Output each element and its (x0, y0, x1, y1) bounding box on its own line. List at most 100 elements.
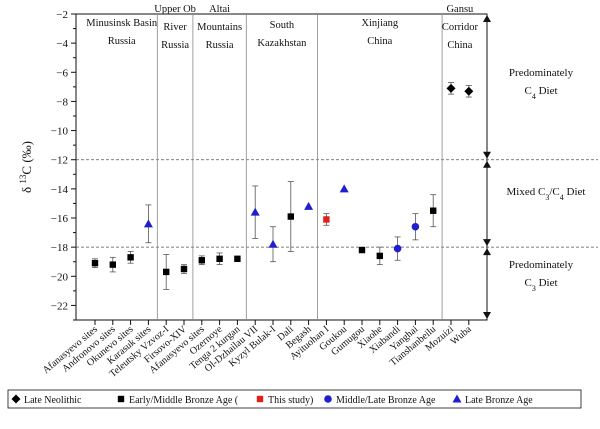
data-point (376, 246, 383, 266)
legend-frame (7, 389, 582, 409)
marker-triangle (339, 184, 349, 193)
zone-arrow-head (483, 239, 491, 247)
y-tick-label: −14 (51, 184, 69, 196)
data-point (446, 82, 456, 95)
legend-marker (11, 394, 21, 404)
zone-text: C4 Diet (524, 85, 557, 101)
zone-arrow-head (483, 151, 491, 159)
legend-item: Middle/Late Bronze Age (324, 395, 436, 406)
zone-label-c4: Predominately C4 Diet (509, 67, 574, 101)
region-text: Altai (209, 4, 230, 15)
marker-square (198, 257, 205, 264)
y-tick-label: −22 (51, 300, 68, 312)
marker-triangle (268, 239, 278, 248)
x-category-label: Wuba (449, 324, 474, 348)
legend-marker (324, 395, 332, 403)
data-point (287, 181, 294, 252)
y-tick-label: −2 (56, 9, 68, 21)
region-label: South Kazakhstan (257, 20, 307, 49)
y-axis-title: δ 13C (‰) (18, 141, 34, 193)
region-text: Corridor (442, 22, 479, 33)
y-tick-label: −12 (51, 155, 68, 167)
region-text: Gansu (446, 4, 474, 15)
legend: Late Neolithic Early/Middle Bronze Age ( T… (7, 389, 582, 409)
data-point (304, 201, 314, 210)
marker-circle (411, 222, 420, 231)
region-label: Altai Mountains Russia (197, 4, 242, 51)
region-text: Upper Ob (154, 4, 196, 15)
data-point (91, 258, 99, 268)
data-point (143, 204, 153, 244)
marker-square (323, 216, 330, 223)
zone-text: Predominately (509, 259, 574, 271)
zone-arrow-head (483, 15, 491, 22)
zone-arrow-head (483, 160, 491, 168)
y-tick-label: −6 (56, 67, 68, 79)
legend-item: This study) (256, 395, 313, 406)
data-point (393, 236, 402, 261)
region-text: Mountains (197, 22, 242, 33)
marker-square (180, 265, 188, 273)
data-point (464, 85, 474, 98)
data-point (127, 251, 134, 264)
legend-label: Early/Middle Bronze Age ( (129, 395, 239, 406)
data-point (323, 213, 330, 226)
zone-text: C3 Diet (524, 277, 557, 293)
region-label: Gansu Corridor China (442, 4, 479, 51)
data-point (234, 255, 241, 262)
zone-arrow-head (483, 248, 491, 256)
region-text: China (367, 36, 392, 47)
marker-diamond (464, 86, 474, 96)
marker-square (91, 259, 99, 267)
region-text: Minusinsk Basin (86, 18, 158, 29)
region-text: Russia (161, 40, 189, 51)
region-label: Xinjiang China (361, 18, 398, 47)
marker-square (287, 213, 294, 220)
legend-label: Late Neolithic (24, 395, 82, 406)
data-point (163, 254, 170, 290)
marker-circle (393, 244, 402, 253)
marker-square (234, 255, 241, 262)
zone-label-c3: Predominately C3 Diet (509, 259, 574, 293)
zone-text: Mixed C3/C4 Diet (507, 186, 586, 202)
region-text: Russia (206, 40, 234, 51)
y-tick-label: −4 (56, 38, 68, 50)
region-text: China (447, 40, 472, 51)
region-text: Kazakhstan (257, 38, 307, 49)
zone-arrow-head (483, 312, 491, 319)
legend-marker (117, 395, 125, 403)
legend-item: Early/Middle Bronze Age ( (117, 395, 239, 406)
region-text: South (270, 20, 295, 31)
data-point (109, 256, 116, 273)
marker-square (216, 255, 223, 262)
region-text: Xinjiang (361, 18, 398, 29)
legend-label: This study) (268, 395, 313, 406)
y-tick-label: −8 (56, 96, 68, 108)
marker-square (430, 207, 437, 214)
data-point (268, 226, 278, 263)
marker-square (358, 246, 366, 254)
y-tick-label: −10 (51, 126, 69, 138)
legend-label: Middle/Late Bronze Age (336, 395, 436, 406)
region-label: Upper Ob River Russia (154, 4, 196, 51)
legend-marker (452, 394, 462, 403)
zone-text: Predominately (509, 67, 574, 79)
data-point (339, 184, 349, 193)
marker-square (376, 252, 383, 260)
marker-triangle (143, 219, 153, 228)
legend-marker (256, 395, 264, 403)
data-point (358, 246, 366, 254)
data-point (198, 255, 205, 266)
marker-triangle (304, 201, 314, 210)
y-tick-label: −16 (51, 213, 69, 225)
marker-square (163, 268, 170, 276)
marker-square (127, 254, 134, 261)
region-text: River (163, 22, 187, 33)
legend-item: Late Neolithic (11, 394, 82, 406)
region-label: Minusinsk Basin Russia (86, 18, 158, 47)
data-point (411, 213, 420, 241)
marker-diamond (446, 83, 456, 93)
data-point (180, 264, 188, 274)
